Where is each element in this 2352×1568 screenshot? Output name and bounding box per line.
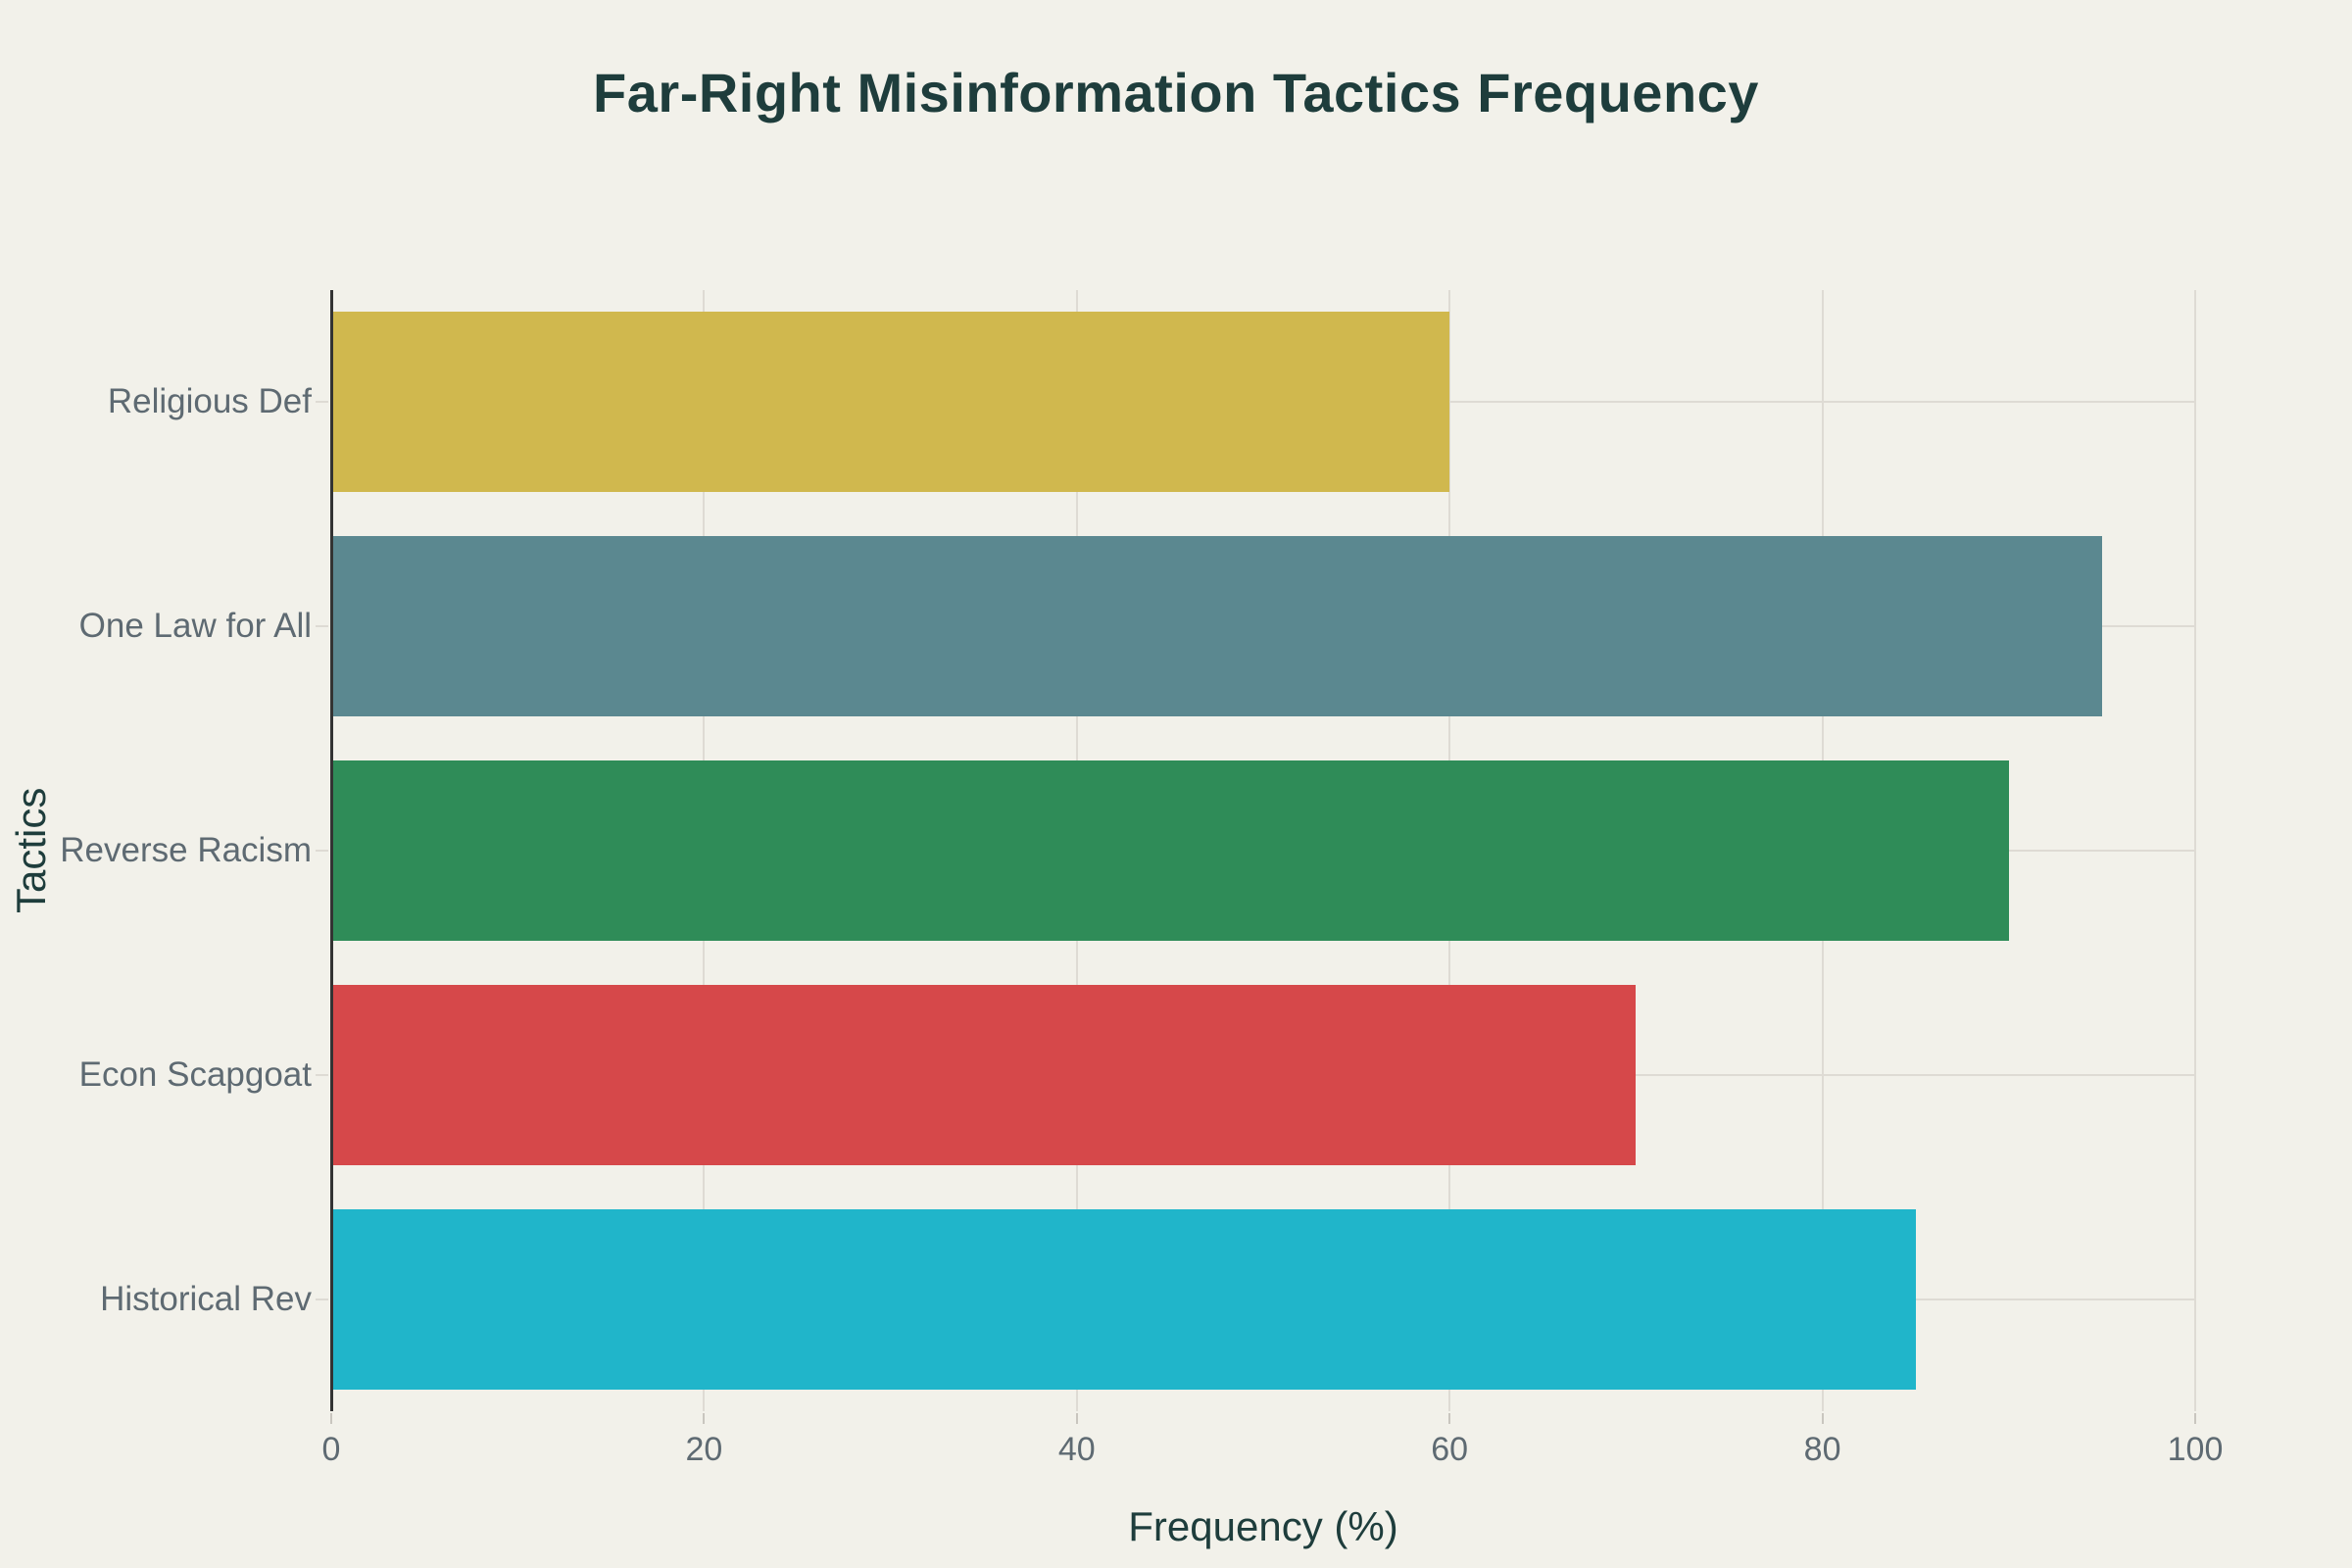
x-tick-40 [1075,1413,1078,1424]
y-tick-label-reverse-racism: Reverse Racism [60,831,312,869]
plot-area [330,290,2196,1411]
y-axis-labels: Religious Def One Law for All Reverse Raci… [0,290,331,1411]
x-tick-label-20: 20 [685,1431,723,1468]
y-tick-econ-scapgoat [316,1073,328,1076]
x-tick-label-80: 80 [1803,1431,1841,1468]
y-axis-line [330,290,333,1411]
x-tick-label-0: 0 [321,1431,341,1468]
x-tick-20 [703,1413,706,1424]
y-tick-label-one-law-for-all: One Law for All [78,607,312,646]
y-tick-label-religious-def: Religious Def [107,382,312,421]
x-gridline-100 [2194,290,2196,1411]
x-tick-80 [1821,1413,1824,1424]
y-tick-one-law-for-all [316,625,328,628]
x-axis: 0 20 40 60 80 100 [322,1411,2223,1509]
y-tick-reverse-racism [316,850,328,852]
bar-historical-rev[interactable] [331,1208,1916,1390]
bar-religious-def[interactable] [331,312,1450,493]
chart-title: Far-Right Misinformation Tactics Frequen… [593,62,1759,123]
bar-reverse-racism[interactable] [331,760,2009,941]
bar-econ-scapgoat[interactable] [331,984,1637,1165]
y-tick-label-historical-rev: Historical Rev [100,1279,312,1318]
y-tick-religious-def [316,401,328,404]
y-tick-historical-rev [316,1298,328,1300]
bar-one-law-for-all[interactable] [331,536,2102,717]
y-tick-label-econ-scapgoat: Econ Scapgoat [78,1054,312,1094]
x-axis-title: Frequency (%) [1128,1503,1398,1549]
x-tick-100 [2194,1413,2196,1424]
x-tick-label-100: 100 [2167,1431,2224,1468]
x-tick-label-40: 40 [1057,1431,1096,1468]
x-tick-60 [1448,1413,1451,1424]
x-tick-label-60: 60 [1431,1431,1469,1468]
x-tick-0 [330,1413,332,1424]
